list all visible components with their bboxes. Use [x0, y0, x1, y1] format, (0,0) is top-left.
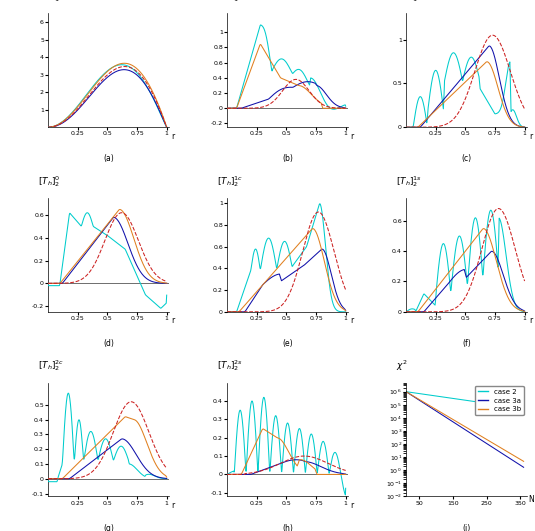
Text: (d): (d): [103, 339, 114, 348]
Text: $[T_h]_1^{1s}$: $[T_h]_1^{1s}$: [396, 0, 423, 4]
Text: $[T_h]_1^0$: $[T_h]_1^0$: [39, 0, 61, 4]
Text: $[T_h]_2^{1s}$: $[T_h]_2^{1s}$: [396, 174, 423, 189]
Text: (a): (a): [103, 155, 114, 164]
Text: (f): (f): [462, 339, 471, 348]
Text: r: r: [529, 132, 533, 141]
Text: $[T_h]_1^{1c}$: $[T_h]_1^{1c}$: [217, 0, 244, 4]
Text: r: r: [350, 132, 354, 141]
Text: (c): (c): [462, 155, 471, 164]
Text: $[T_h]_2^{2c}$: $[T_h]_2^{2c}$: [39, 358, 65, 373]
Text: r: r: [171, 132, 175, 141]
Text: (b): (b): [282, 155, 293, 164]
Legend: case 2, case 3a, case 3b: case 2, case 3a, case 3b: [475, 386, 524, 415]
Text: $[T_h]_2^{2s}$: $[T_h]_2^{2s}$: [217, 358, 243, 373]
Text: N: N: [529, 495, 534, 504]
Text: r: r: [350, 316, 354, 326]
Text: r: r: [171, 316, 175, 326]
Text: $\chi^2$: $\chi^2$: [396, 359, 408, 373]
Text: (i): (i): [462, 524, 471, 531]
Text: (e): (e): [282, 339, 293, 348]
Text: r: r: [350, 501, 354, 510]
Text: (h): (h): [282, 524, 293, 531]
Text: (g): (g): [103, 524, 114, 531]
Text: $[T_h]_2^{1c}$: $[T_h]_2^{1c}$: [217, 174, 244, 189]
Text: r: r: [171, 501, 175, 510]
Text: $[T_h]_2^0$: $[T_h]_2^0$: [39, 174, 61, 189]
Text: r: r: [529, 316, 533, 326]
